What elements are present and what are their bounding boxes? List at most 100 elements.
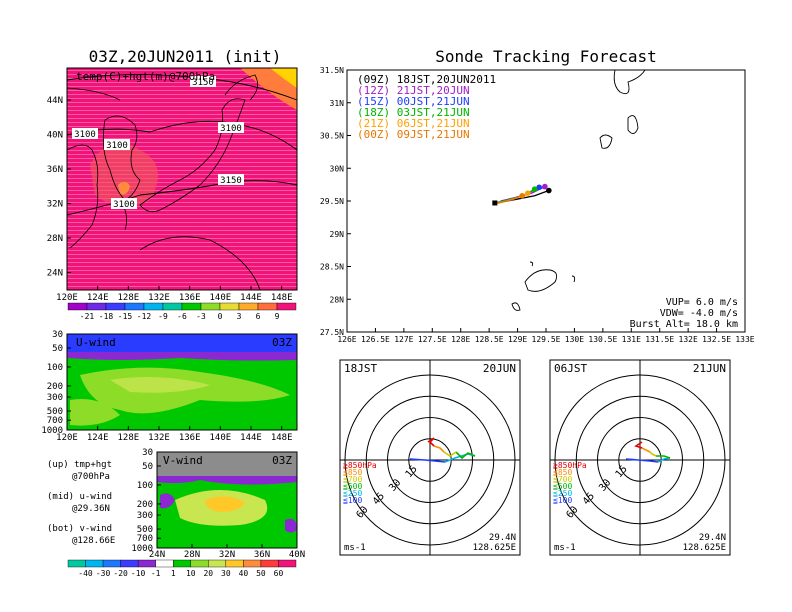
init-x-axis: 120E 124E 128E 132E 136E 140E 144E 148E xyxy=(56,286,293,303)
y-tick-label: 30 xyxy=(52,330,63,340)
colorbar-swatch xyxy=(276,302,297,311)
colorbar-label: -21 xyxy=(80,312,95,321)
colorbar-swatch xyxy=(67,559,86,568)
cold-zone-ne2 xyxy=(270,68,297,88)
x-tick-label: 148E xyxy=(271,293,293,303)
uwind-label: U-wind xyxy=(76,336,116,349)
y-tick-label: 44N xyxy=(47,96,63,106)
x-tick-label: 128E xyxy=(117,433,139,443)
y-tick-label: 700 xyxy=(47,416,63,426)
x-tick-label: 140E xyxy=(209,293,231,303)
y-tick-label: 28N xyxy=(47,234,63,244)
colorbar-label: 10 xyxy=(186,569,196,578)
note-up2: @700hPa xyxy=(72,472,110,482)
hodograph-trace xyxy=(641,447,651,453)
vwind-x-axis: 24N 28N 32N 36N 40N xyxy=(149,544,305,560)
uwind-low xyxy=(70,399,120,426)
x-tick-label: 136E xyxy=(179,293,201,303)
track-launch-point xyxy=(531,186,538,193)
track-launch-point xyxy=(519,192,525,199)
hodograph-trace xyxy=(656,455,671,459)
level-legend: ≦700 xyxy=(553,475,572,484)
y-tick-label: 300 xyxy=(47,393,63,403)
y-tick-label: 100 xyxy=(47,363,63,373)
colorbar-label: 1 xyxy=(171,569,176,578)
track-legend: (09Z) 18JST,20JUN2011(12Z) 21JST,20JUN(1… xyxy=(357,73,496,141)
level-legend: ≦250 xyxy=(553,489,572,498)
x-tick-label: 132E xyxy=(148,433,170,443)
track-line xyxy=(492,195,523,205)
coastlines xyxy=(66,74,258,249)
colorbar-swatch xyxy=(181,302,202,311)
y-tick-label: 24N xyxy=(47,269,63,279)
colorbar-label: 50 xyxy=(256,569,266,578)
track-panel: Sonde Tracking Forecast 126E 126.5E 127E 12… xyxy=(320,47,755,344)
landing-point xyxy=(492,200,498,206)
y-tick-label: 30 xyxy=(142,448,153,458)
level-legend: ≦500 xyxy=(553,482,572,491)
x-tick-label: 36N xyxy=(254,550,270,560)
contour-label: 3150 xyxy=(192,78,214,88)
colorbar-swatch xyxy=(238,302,259,311)
colorbar-swatch xyxy=(173,559,191,568)
contour-label: 3100 xyxy=(74,130,96,140)
vdw-text: VDW= -4.0 m/s xyxy=(660,308,738,319)
colorbar-swatch xyxy=(67,302,88,311)
x-tick-label: 144E xyxy=(240,433,262,443)
y-tick-label: 100 xyxy=(137,481,153,491)
colorbar-label: 30 xyxy=(221,569,231,578)
colorbar-label: -15 xyxy=(118,312,133,321)
colorbar-label: -1 xyxy=(151,569,161,578)
colorbar-swatch xyxy=(102,559,121,568)
colorbar-swatch xyxy=(162,302,183,311)
hodograph-lat: 29.4N xyxy=(489,533,516,543)
uwind-upper-band xyxy=(67,334,297,352)
colorbar-label: -12 xyxy=(137,312,152,321)
hodograph-time: 18JST xyxy=(344,362,377,375)
track-marks xyxy=(492,183,552,206)
init-panel-title: 03Z,20JUN2011 (init) xyxy=(89,47,282,66)
uwind-x-axis: 120E 124E 128E 132E 136E 140E 144E 148E xyxy=(56,426,293,443)
x-tick-label: 120E xyxy=(56,293,78,303)
vwind-purple xyxy=(157,476,297,485)
colorbar-label: -30 xyxy=(96,569,111,578)
level-legend: ≦100 xyxy=(553,496,572,505)
level-legend: ≦500 xyxy=(343,482,362,491)
legend-entry: (21Z) 06JST,21JUN xyxy=(357,117,470,130)
legend-entry: (00Z) 09JST,21JUN xyxy=(357,128,470,141)
x-tick-label: 132E xyxy=(679,335,698,344)
vwind-label: V-wind xyxy=(163,454,203,467)
colorbar-label: 3 xyxy=(237,312,242,321)
colorbar-label: -40 xyxy=(78,569,93,578)
note-up: (up) tmp+hgt xyxy=(47,460,112,470)
y-tick-label: 28N xyxy=(330,295,345,304)
y-tick-label: 700 xyxy=(137,534,153,544)
colorbar-swatch xyxy=(85,559,104,568)
y-tick-label: 300 xyxy=(137,511,153,521)
track-launch-point xyxy=(536,184,542,191)
uwind-purple-band xyxy=(67,352,297,361)
x-tick-label: 131E xyxy=(622,335,641,344)
temperature-colorbar: -21 -18 -15 -12 -9 -6 -3 0 3 6 9 xyxy=(67,302,297,321)
hodograph-trace xyxy=(427,437,435,447)
x-tick-label: 130E xyxy=(565,335,584,344)
hodograph-trace xyxy=(443,451,457,457)
colorbar-label: -6 xyxy=(177,312,187,321)
x-tick-label: 126.5E xyxy=(361,335,390,344)
x-tick-label: 24N xyxy=(149,550,165,560)
legend-entry: (15Z) 00JST,21JUN xyxy=(357,95,470,108)
x-tick-label: 148E xyxy=(271,433,293,443)
warm-zone-korea xyxy=(90,142,158,207)
y-tick-label: 200 xyxy=(137,500,153,510)
hodograph-date: 20JUN xyxy=(483,362,516,375)
y-tick-label: 50 xyxy=(52,344,63,354)
y-tick-label: 1000 xyxy=(41,426,63,436)
hodograph-date: 21JUN xyxy=(693,362,726,375)
track-title: Sonde Tracking Forecast xyxy=(435,47,657,66)
x-tick-label: 132.5E xyxy=(702,335,731,344)
contour-label: 3100 xyxy=(113,200,135,210)
